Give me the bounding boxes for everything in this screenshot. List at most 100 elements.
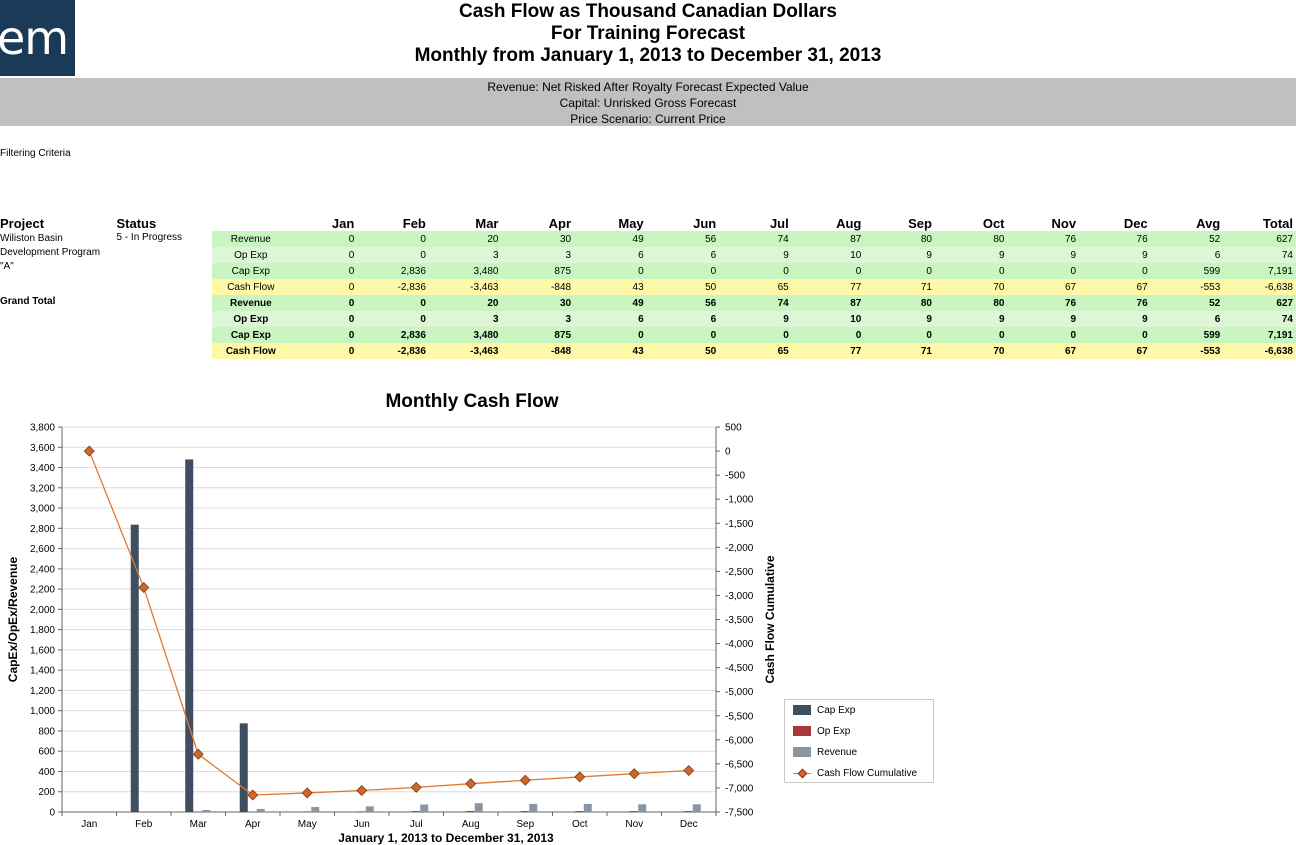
header-jun: Jun (693, 216, 717, 231)
table-cell: 30 (501, 295, 575, 311)
table-cell: -3,463 (428, 279, 502, 295)
table-cell: 80 (934, 295, 1008, 311)
table-cell: 599 (1150, 327, 1224, 343)
table-cell: 67 (1079, 279, 1151, 295)
table-cell: 52 (1150, 295, 1224, 311)
row-label: Cash Flow (211, 343, 290, 359)
table-cell: 9 (934, 247, 1008, 263)
x-tick-label: Jan (81, 819, 97, 830)
table-cell: 3 (428, 311, 502, 327)
table-cell: 9 (864, 247, 935, 263)
table-cell: 0 (289, 247, 358, 263)
header-status: Status (116, 216, 157, 231)
y2-tick-label: 0 (725, 447, 731, 458)
op-exp-swatch (793, 726, 811, 737)
table-cell: 0 (791, 263, 865, 279)
legend-item-cap-exp: Cap Exp (793, 704, 855, 718)
table-cell: 875 (501, 263, 575, 279)
row-label: Cap Exp (211, 327, 290, 343)
header-apr: Apr (548, 216, 572, 231)
bar-cap-exp (130, 524, 139, 812)
project-name-line: Development Program (0, 247, 101, 258)
y-tick-label: 3,200 (30, 483, 55, 494)
y2-tick-label: 500 (725, 423, 742, 434)
table-cell: 0 (289, 279, 358, 295)
table-cell: 0 (357, 247, 429, 263)
legend-item-op-exp: Op Exp (793, 725, 850, 739)
table-cell: 7,191 (1223, 327, 1296, 343)
y2-tick-label: -2,000 (725, 543, 754, 554)
header-aug: Aug (836, 216, 862, 231)
table-cell: 74 (719, 231, 792, 247)
cash-flow-cumulative-point (192, 748, 204, 760)
table-cell: 0 (934, 263, 1008, 279)
table-cell: 9 (719, 311, 792, 327)
table-cell: 9 (719, 247, 792, 263)
table-cell: 87 (791, 295, 865, 311)
y-tick-label: 1,000 (30, 706, 55, 717)
table-cell: 0 (1079, 327, 1151, 343)
table-cell: 6 (646, 247, 720, 263)
cash-flow-cumulative-point (301, 787, 313, 799)
table-cell: 0 (574, 327, 647, 343)
bar-revenue (692, 804, 701, 812)
bar-op-exp (302, 811, 311, 812)
table-cell: 6 (1150, 311, 1224, 327)
table-cell: 0 (289, 231, 358, 247)
table-cell: 71 (864, 343, 935, 359)
table-cell: -2,836 (357, 343, 429, 359)
bar-op-exp (411, 811, 420, 812)
table-cell: 0 (574, 263, 647, 279)
table-cell: 0 (719, 263, 792, 279)
table-cell: -848 (501, 279, 575, 295)
table-cell: 0 (289, 263, 358, 279)
bar-op-exp (466, 810, 475, 812)
table-row: Wiliston Basin Development Program "A" 5 - … (0, 231, 1296, 272)
y-tick-label: 2,200 (30, 585, 55, 596)
cash-flow-cumulative-point (519, 774, 531, 786)
table-cell: 74 (1223, 247, 1296, 263)
x-tick-label: Mar (190, 819, 208, 830)
table-row: Cash Flow 0 -2,836 -3,463 -848 43 50 65 77 71 70 67… (0, 279, 1296, 295)
table-row: Op Exp 0 0 3 3 6 6 9 10 9 9 9 9 6 74 (0, 311, 1296, 327)
revenue-param: Revenue: Net Risked After Royalty Foreca… (487, 80, 809, 94)
cash-flow-cumulative-point (683, 764, 695, 776)
cash-flow-cumulative-point (356, 785, 368, 797)
legend-item-revenue: Revenue (793, 746, 857, 760)
y-tick-label: 3,600 (30, 443, 55, 454)
bar-revenue (529, 803, 538, 812)
table-cell: 50 (646, 279, 720, 295)
table-cell: -848 (501, 343, 575, 359)
capital-param: Capital: Unrisked Gross Forecast (559, 96, 737, 110)
header-may: May (618, 216, 644, 231)
report-title: Cash Flow as Thousand Canadian Dollars F… (0, 1, 1296, 67)
table-cell: 9 (934, 311, 1008, 327)
table-cell: 0 (357, 311, 429, 327)
table-cell: 599 (1150, 263, 1224, 279)
bar-op-exp (520, 811, 529, 812)
y2-tick-label: -5,500 (725, 711, 754, 722)
table-cell: 2,836 (357, 327, 429, 343)
y-tick-label: 2,800 (30, 524, 55, 535)
x-tick-label: Dec (680, 819, 698, 830)
table-cell: 10 (791, 247, 865, 263)
y2-tick-label: -1,500 (725, 519, 754, 530)
title-line-2: For Training Forecast (550, 23, 746, 44)
table-cell: 9 (1079, 311, 1151, 327)
price-scenario-param: Price Scenario: Current Price (570, 112, 726, 126)
table-cell: 67 (1007, 343, 1080, 359)
table-cell: 3 (428, 247, 502, 263)
bar-op-exp (684, 811, 693, 812)
grand-total-label: Grand Total (0, 296, 56, 307)
cash-flow-table: Project Status Jan Feb Mar Apr May Jun J… (0, 214, 1296, 359)
x-tick-label: Jun (354, 819, 370, 830)
table-cell: 56 (646, 295, 720, 311)
table-cell: 3,480 (428, 263, 502, 279)
table-cell: -553 (1150, 279, 1224, 295)
y-tick-label: 1,600 (30, 645, 55, 656)
table-cell: 0 (289, 295, 358, 311)
table-cell: 6 (574, 247, 647, 263)
table-cell: 10 (791, 311, 865, 327)
bar-revenue (583, 803, 592, 812)
table-cell: 0 (289, 343, 358, 359)
